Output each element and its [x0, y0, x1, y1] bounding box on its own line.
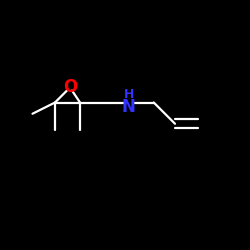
Text: O: O	[63, 78, 77, 96]
Text: N: N	[122, 98, 136, 116]
Text: H: H	[124, 88, 134, 101]
